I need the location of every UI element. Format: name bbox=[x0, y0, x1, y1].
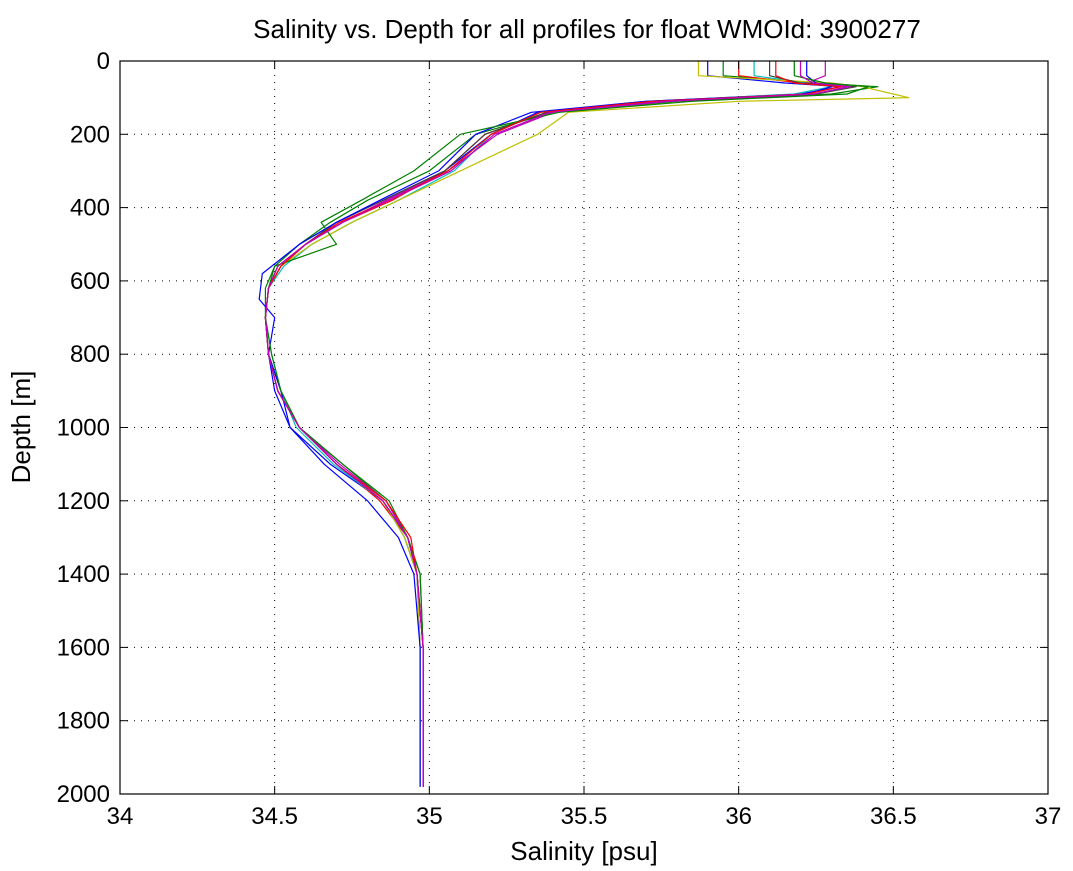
profile-line-3 bbox=[264, 61, 848, 787]
x-tick-label: 35 bbox=[416, 803, 443, 830]
profile-line-10 bbox=[264, 61, 842, 787]
x-tick-label: 35.5 bbox=[561, 803, 608, 830]
profile-line-5 bbox=[264, 61, 848, 787]
y-tick-label: 1200 bbox=[57, 488, 110, 515]
y-tick-label: 1800 bbox=[57, 708, 110, 735]
y-tick-label: 400 bbox=[70, 195, 110, 222]
x-tick-label: 34.5 bbox=[251, 803, 298, 830]
y-axis-label: Depth [m] bbox=[6, 371, 36, 484]
x-tick-labels: 34 34.5 35 35.5 36 36.5 37 bbox=[107, 803, 1062, 830]
profile-line-6 bbox=[264, 61, 910, 787]
y-tick-label: 2000 bbox=[57, 781, 110, 808]
x-tick-label: 37 bbox=[1035, 803, 1062, 830]
y-tick-label: 1000 bbox=[57, 415, 110, 442]
profile-line-8 bbox=[258, 61, 833, 787]
chart-title: Salinity vs. Depth for all profiles for … bbox=[253, 14, 921, 44]
x-tick-label: 34 bbox=[107, 803, 134, 830]
y-tick-label: 600 bbox=[70, 268, 110, 295]
y-tick-label: 200 bbox=[70, 121, 110, 148]
x-axis-label: Salinity [psu] bbox=[510, 836, 657, 866]
profile-line-7 bbox=[264, 61, 857, 787]
profile-line-2 bbox=[264, 61, 879, 787]
profile-line-11 bbox=[264, 61, 851, 787]
y-tick-label: 800 bbox=[70, 341, 110, 368]
profile-line-1 bbox=[264, 61, 842, 787]
profile-line-9 bbox=[264, 61, 870, 787]
plot-series bbox=[258, 61, 910, 787]
x-tick-label: 36 bbox=[725, 803, 752, 830]
axis-ticks bbox=[119, 60, 1049, 795]
y-tick-label: 1600 bbox=[57, 634, 110, 661]
y-tick-label: 0 bbox=[97, 48, 110, 75]
profile-line-4 bbox=[264, 61, 833, 787]
y-tick-label: 1400 bbox=[57, 561, 110, 588]
y-tick-labels: 0 200 400 600 800 1000 1200 1400 1600 1800 2000 bbox=[57, 48, 110, 808]
grid-lines bbox=[120, 61, 1048, 794]
x-tick-label: 36.5 bbox=[870, 803, 917, 830]
